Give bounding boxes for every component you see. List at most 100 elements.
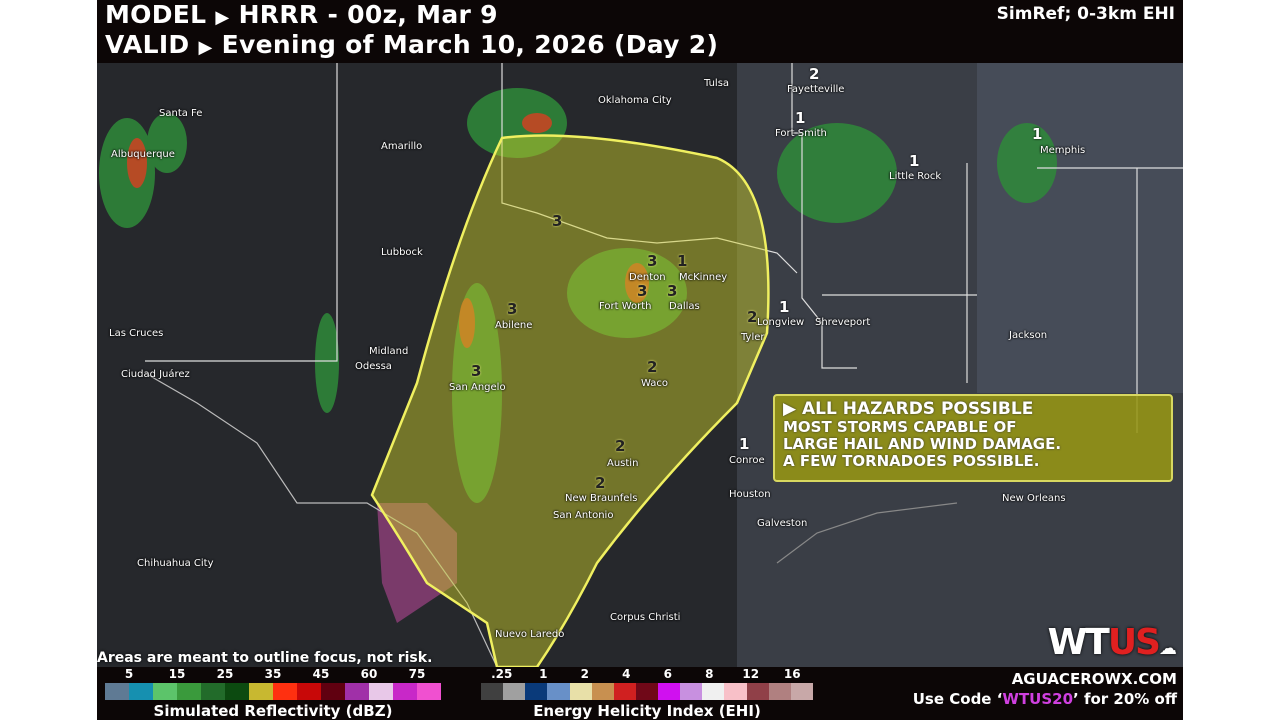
ehi-number: 2 — [647, 358, 658, 376]
color-swatch — [201, 683, 225, 700]
header: MODEL ▶ HRRR - 00z, Mar 9 VALID ▶ Evenin… — [97, 0, 1183, 63]
city-label: Conroe — [729, 455, 765, 466]
ehi-number: 3 — [471, 362, 482, 380]
city-label: Waco — [641, 378, 668, 389]
color-swatch — [724, 683, 747, 700]
city-label: Odessa — [355, 361, 392, 372]
map: Santa Fe Albuquerque Amarillo Oklahoma C… — [97, 63, 1183, 667]
logo-text: WT — [1047, 622, 1110, 663]
color-swatch — [393, 683, 417, 700]
color-swatch — [321, 683, 345, 700]
arrow-icon: ▶ — [198, 37, 213, 58]
legend-tick: 75 — [408, 667, 426, 681]
ehi-colorbar — [481, 683, 813, 700]
color-swatch — [129, 683, 153, 700]
color-swatch — [635, 683, 658, 700]
legend-tick: 16 — [783, 667, 801, 681]
logo-text: US — [1107, 622, 1161, 663]
ehi-number: 3 — [637, 282, 648, 300]
city-label: Galveston — [757, 518, 808, 529]
color-swatch — [613, 683, 636, 700]
legend-tick: 2 — [580, 667, 589, 681]
color-swatch — [153, 683, 177, 700]
risk-area-outline — [370, 134, 770, 667]
city-label: Santa Fe — [159, 108, 203, 119]
city-label: Oklahoma City — [598, 95, 672, 106]
valid-label: VALID — [105, 30, 190, 59]
city-label: Las Cruces — [109, 328, 164, 339]
color-swatch — [297, 683, 321, 700]
ehi-shading — [977, 63, 1183, 393]
callout-line: MOST STORMS CAPABLE OF — [783, 418, 1017, 436]
valid-value: Evening of March 10, 2026 (Day 2) — [221, 30, 719, 59]
wtus-logo: WTUS☁ — [1047, 622, 1177, 670]
callout-line: LARGE HAIL AND WIND DAMAGE. — [783, 435, 1062, 453]
legend-tick: 1 — [539, 667, 548, 681]
legend-tick: .25 — [491, 667, 513, 681]
city-label: Albuquerque — [111, 149, 175, 160]
callout-line: A FEW TORNADOES POSSIBLE. — [783, 452, 1040, 470]
promo-text: Use Code ‘WTUS20’ for 20% off — [913, 690, 1177, 708]
color-swatch — [591, 683, 614, 700]
reflectivity-title: Simulated Reflectivity (dBZ) — [153, 702, 393, 720]
city-label: Tulsa — [704, 78, 730, 89]
city-label: Memphis — [1040, 145, 1086, 156]
reflectivity-colorbar — [105, 683, 441, 700]
ehi-number: 3 — [552, 212, 563, 230]
city-label: Houston — [729, 489, 771, 500]
color-swatch — [369, 683, 393, 700]
city-label: Jackson — [1009, 330, 1048, 341]
city-label: Corpus Christi — [610, 612, 681, 623]
color-swatch — [790, 683, 813, 700]
city-label: Little Rock — [889, 171, 942, 182]
city-label: Austin — [607, 458, 639, 469]
color-swatch — [525, 683, 548, 700]
model-value: HRRR - 00z, Mar 9 — [238, 0, 498, 29]
disclaimer: Areas are meant to outline focus, not ri… — [97, 650, 433, 666]
ehi-number: 3 — [507, 300, 518, 318]
color-swatch — [249, 683, 273, 700]
hazard-callout: ▶ ALL HAZARDS POSSIBLE MOST STORMS CAPAB… — [773, 394, 1173, 482]
color-swatch — [481, 683, 504, 700]
legend-tick: 8 — [705, 667, 714, 681]
model-label: MODEL — [105, 0, 207, 29]
legend-tick: 15 — [168, 667, 186, 681]
ehi-number: 2 — [747, 308, 758, 326]
valid-line: VALID ▶ Evening of March 10, 2026 (Day 2… — [105, 30, 718, 59]
legend-tick: 25 — [216, 667, 234, 681]
city-label: Abilene — [495, 320, 533, 331]
website-link[interactable]: AGUACEROWX.COM — [1011, 670, 1177, 688]
product-label: SimRef; 0-3km EHI — [996, 4, 1175, 24]
promo-prefix: Use Code ‘ — [912, 690, 1003, 708]
color-swatch — [547, 683, 570, 700]
ehi-number: 1 — [909, 152, 920, 170]
promo-code: WTUS20 — [1002, 690, 1074, 708]
color-swatch — [658, 683, 681, 700]
arrow-icon: ▶ — [215, 7, 230, 28]
color-swatch — [680, 683, 703, 700]
legend-tick: 60 — [360, 667, 378, 681]
color-swatch — [702, 683, 725, 700]
city-label: Tyler — [741, 332, 765, 343]
city-label: McKinney — [679, 272, 728, 283]
city-label: San Angelo — [449, 382, 506, 393]
ehi-number: 2 — [595, 474, 606, 492]
legend-tick: 35 — [264, 667, 282, 681]
color-swatch — [503, 683, 526, 700]
weather-map-graphic: MODEL ▶ HRRR - 00z, Mar 9 VALID ▶ Evenin… — [97, 0, 1183, 720]
color-swatch — [225, 683, 249, 700]
ehi-title: Energy Helicity Index (EHI) — [533, 702, 761, 720]
city-label: Lubbock — [381, 247, 423, 258]
promo-suffix: ’ for 20% off — [1073, 690, 1177, 708]
color-swatch — [177, 683, 201, 700]
color-swatch — [345, 683, 369, 700]
ehi-number: 2 — [615, 437, 626, 455]
city-label: Dallas — [669, 301, 700, 312]
ehi-number: 1 — [739, 435, 750, 453]
city-label: New Braunfels — [565, 493, 638, 504]
ehi-legend: .25 1 2 4 6 8 12 16 Energy Helicity Index (EHI) — [481, 667, 813, 720]
ehi-ticks: .25 1 2 4 6 8 12 16 — [481, 667, 813, 682]
legend-tick: 6 — [663, 667, 672, 681]
color-swatch — [417, 683, 441, 700]
map-layers — [99, 63, 1183, 667]
